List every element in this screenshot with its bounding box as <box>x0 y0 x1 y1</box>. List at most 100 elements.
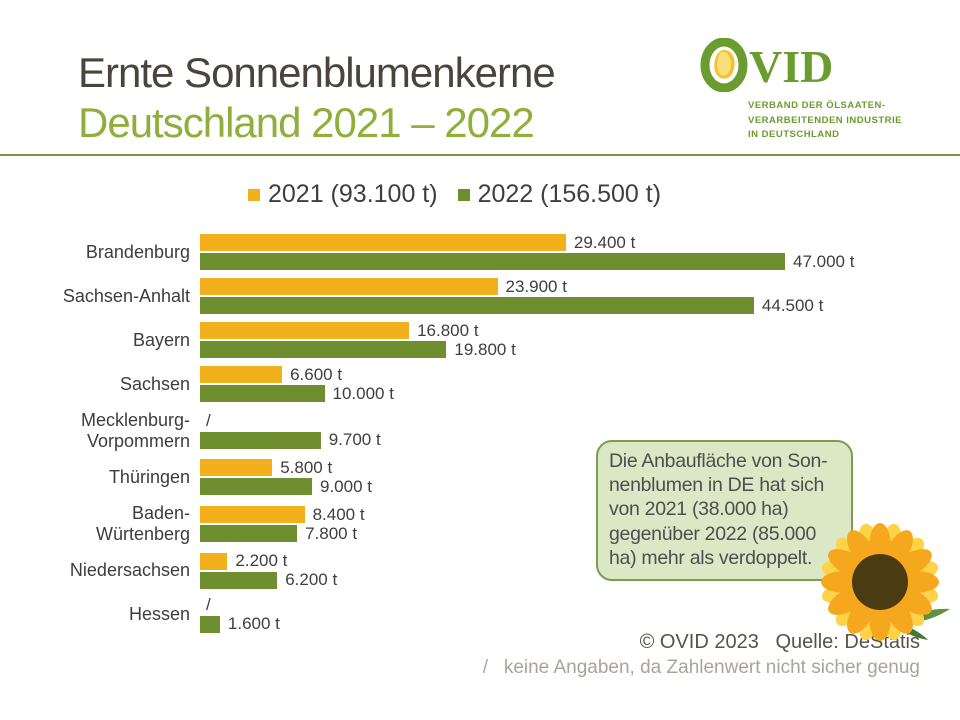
bar-line-2021: 6.600 t <box>200 364 915 384</box>
legend-label: 2022 (156.500 t) <box>477 180 662 208</box>
bar-value-label: 8.400 t <box>312 504 365 524</box>
chart-row: Hessen / 1.600 t <box>55 595 915 634</box>
bar-value-label: 1.600 t <box>227 614 280 634</box>
row-bars: / 9.700 t <box>200 411 915 450</box>
row-bars: 6.600 t 10.000 t <box>200 364 915 403</box>
bar-value-label: 6.200 t <box>285 570 338 590</box>
bar-2021 <box>200 552 228 570</box>
bar-2022 <box>200 253 785 270</box>
row-label: Thüringen <box>108 467 190 488</box>
title-main: Ernte Sonnenblumenkerne <box>78 49 556 96</box>
no-data-marker: / <box>206 595 211 615</box>
chart-row: Niedersachsen 2.200 t 6.200 t <box>55 551 915 590</box>
chart-row: Thüringen 5.800 t 9.000 t <box>55 457 915 496</box>
footer: © OVID 2023 Quelle: DeStatis / keine Ang… <box>483 631 920 679</box>
legend-label: 2021 (93.100 t) <box>268 180 438 208</box>
bar-2021 <box>200 234 566 251</box>
bar-line-2022: 9.000 t <box>200 476 915 496</box>
bar-2021 <box>200 506 305 524</box>
legend-swatch-icon <box>248 188 260 201</box>
footer-note: / keine Angaben, da Zahlenwert nicht sic… <box>482 657 920 678</box>
bar-2021 <box>200 459 273 477</box>
bar-value-label: 23.900 t <box>505 276 567 296</box>
row-label: Niedersachsen <box>69 560 190 581</box>
bar-value-label: 16.800 t <box>417 320 479 340</box>
bar-value-label: 5.800 t <box>280 457 333 477</box>
bar-line-2022: 7.800 t <box>200 523 915 543</box>
bar-2022 <box>200 478 312 496</box>
row-bars: 8.400 t 7.800 t <box>200 504 915 543</box>
bar-2022 <box>200 385 325 402</box>
bar-value-label: 10.000 t <box>332 383 394 403</box>
row-bars: 5.800 t 9.000 t <box>200 457 915 496</box>
callout-box: Die Anbaufläche von Son- nenblumen in DE… <box>596 440 853 581</box>
bar-line-2021: 23.900 t <box>200 276 915 296</box>
bar-line-2022: 10.000 t <box>200 383 915 403</box>
chart-row: Mecklenburg- Vorpommern / 9.700 t <box>55 410 915 451</box>
bar-value-label: 7.800 t <box>305 523 358 543</box>
bar-line-2022: 1.600 t <box>200 614 915 634</box>
row-bars: 29.400 t 47.000 t <box>200 232 915 271</box>
bar-value-label: 44.500 t <box>761 295 824 315</box>
bar-value-label: 47.000 t <box>793 251 855 271</box>
row-bars: 23.900 t 44.500 t <box>200 276 915 315</box>
bar-line-2021: 8.400 t <box>200 504 915 524</box>
ovid-logo-subtext: VERBAND DER ÖLSAATEN- VERARBEITENDEN IND… <box>748 100 902 141</box>
bar-line-2022: 19.800 t <box>200 339 915 359</box>
row-bars: 16.800 t 19.800 t <box>200 320 915 359</box>
ovid-logo: VID VERBAND DER ÖLSAATEN- VERARBEITENDEN… <box>700 37 930 143</box>
svg-text:VID: VID <box>749 41 833 92</box>
bar-value-label: 9.700 t <box>328 430 381 450</box>
chart-row: Sachsen-Anhalt 23.900 t 44.500 t <box>55 276 915 315</box>
bar-2021 <box>200 278 498 295</box>
header-divider <box>0 154 960 156</box>
bar-chart: Brandenburg 29.400 t 47.000 t Sachsen-Anhal… <box>55 232 915 641</box>
row-label: Brandenburg <box>85 241 190 262</box>
bar-2022 <box>200 525 298 543</box>
bar-line-2021: / <box>200 411 915 431</box>
bar-line-2021: 16.800 t <box>200 320 915 340</box>
bar-value-label: 2.200 t <box>235 551 288 571</box>
legend-item-2021: 2021 (93.100 t) <box>248 180 438 209</box>
bar-2021 <box>200 322 410 339</box>
bar-line-2022: 6.200 t <box>200 570 915 590</box>
row-label: Mecklenburg- Vorpommern <box>80 410 190 451</box>
title-subtitle: Deutschland 2021 – 2022 <box>78 98 535 146</box>
legend-swatch-icon <box>457 188 470 201</box>
chart-row: Bayern 16.800 t 19.800 t <box>55 320 915 359</box>
bar-2022 <box>200 615 220 633</box>
sunflower-icon <box>821 523 950 641</box>
ovid-logo-wordmark-icon: VID <box>700 37 833 93</box>
row-bars: 2.200 t 6.200 t <box>200 551 915 590</box>
bar-line-2022: 47.000 t <box>200 251 915 271</box>
chart-row: Brandenburg 29.400 t 47.000 t <box>55 232 915 271</box>
page-title: Ernte Sonnenblumenkerne Deutschland 2021… <box>78 48 556 147</box>
bar-line-2021: 29.400 t <box>200 232 915 252</box>
bar-2022 <box>200 431 321 449</box>
bar-line-2021: 5.800 t <box>200 457 915 477</box>
row-label: Baden- Würtenberg <box>95 503 190 545</box>
bar-2021 <box>200 366 283 383</box>
row-bars: / 1.600 t <box>200 595 915 634</box>
bar-line-2021: 2.200 t <box>200 551 915 571</box>
no-data-marker: / <box>206 411 211 431</box>
bar-line-2021: / <box>200 595 915 615</box>
bar-line-2022: 44.500 t <box>200 295 915 315</box>
chart-row: Baden- Würtenberg 8.400 t 7.800 t <box>55 503 915 544</box>
bar-value-label: 9.000 t <box>320 476 372 496</box>
bar-value-label: 19.800 t <box>454 339 516 359</box>
row-label: Bayern <box>132 329 190 350</box>
chart-legend: 2021 (93.100 t) 2022 (156.500 t) <box>248 180 661 209</box>
row-label: Hessen <box>128 604 190 625</box>
row-label: Sachsen <box>119 373 190 394</box>
bar-value-label: 6.600 t <box>290 364 343 384</box>
legend-item-2022: 2022 (156.500 t) <box>457 180 662 209</box>
row-label: Sachsen-Anhalt <box>62 285 190 306</box>
bar-value-label: 29.400 t <box>573 232 636 252</box>
bar-2022 <box>200 341 447 358</box>
bar-2022 <box>200 571 278 589</box>
bar-line-2022: 9.700 t <box>200 430 915 450</box>
bar-2022 <box>200 297 754 314</box>
chart-row: Sachsen 6.600 t 10.000 t <box>55 364 915 403</box>
